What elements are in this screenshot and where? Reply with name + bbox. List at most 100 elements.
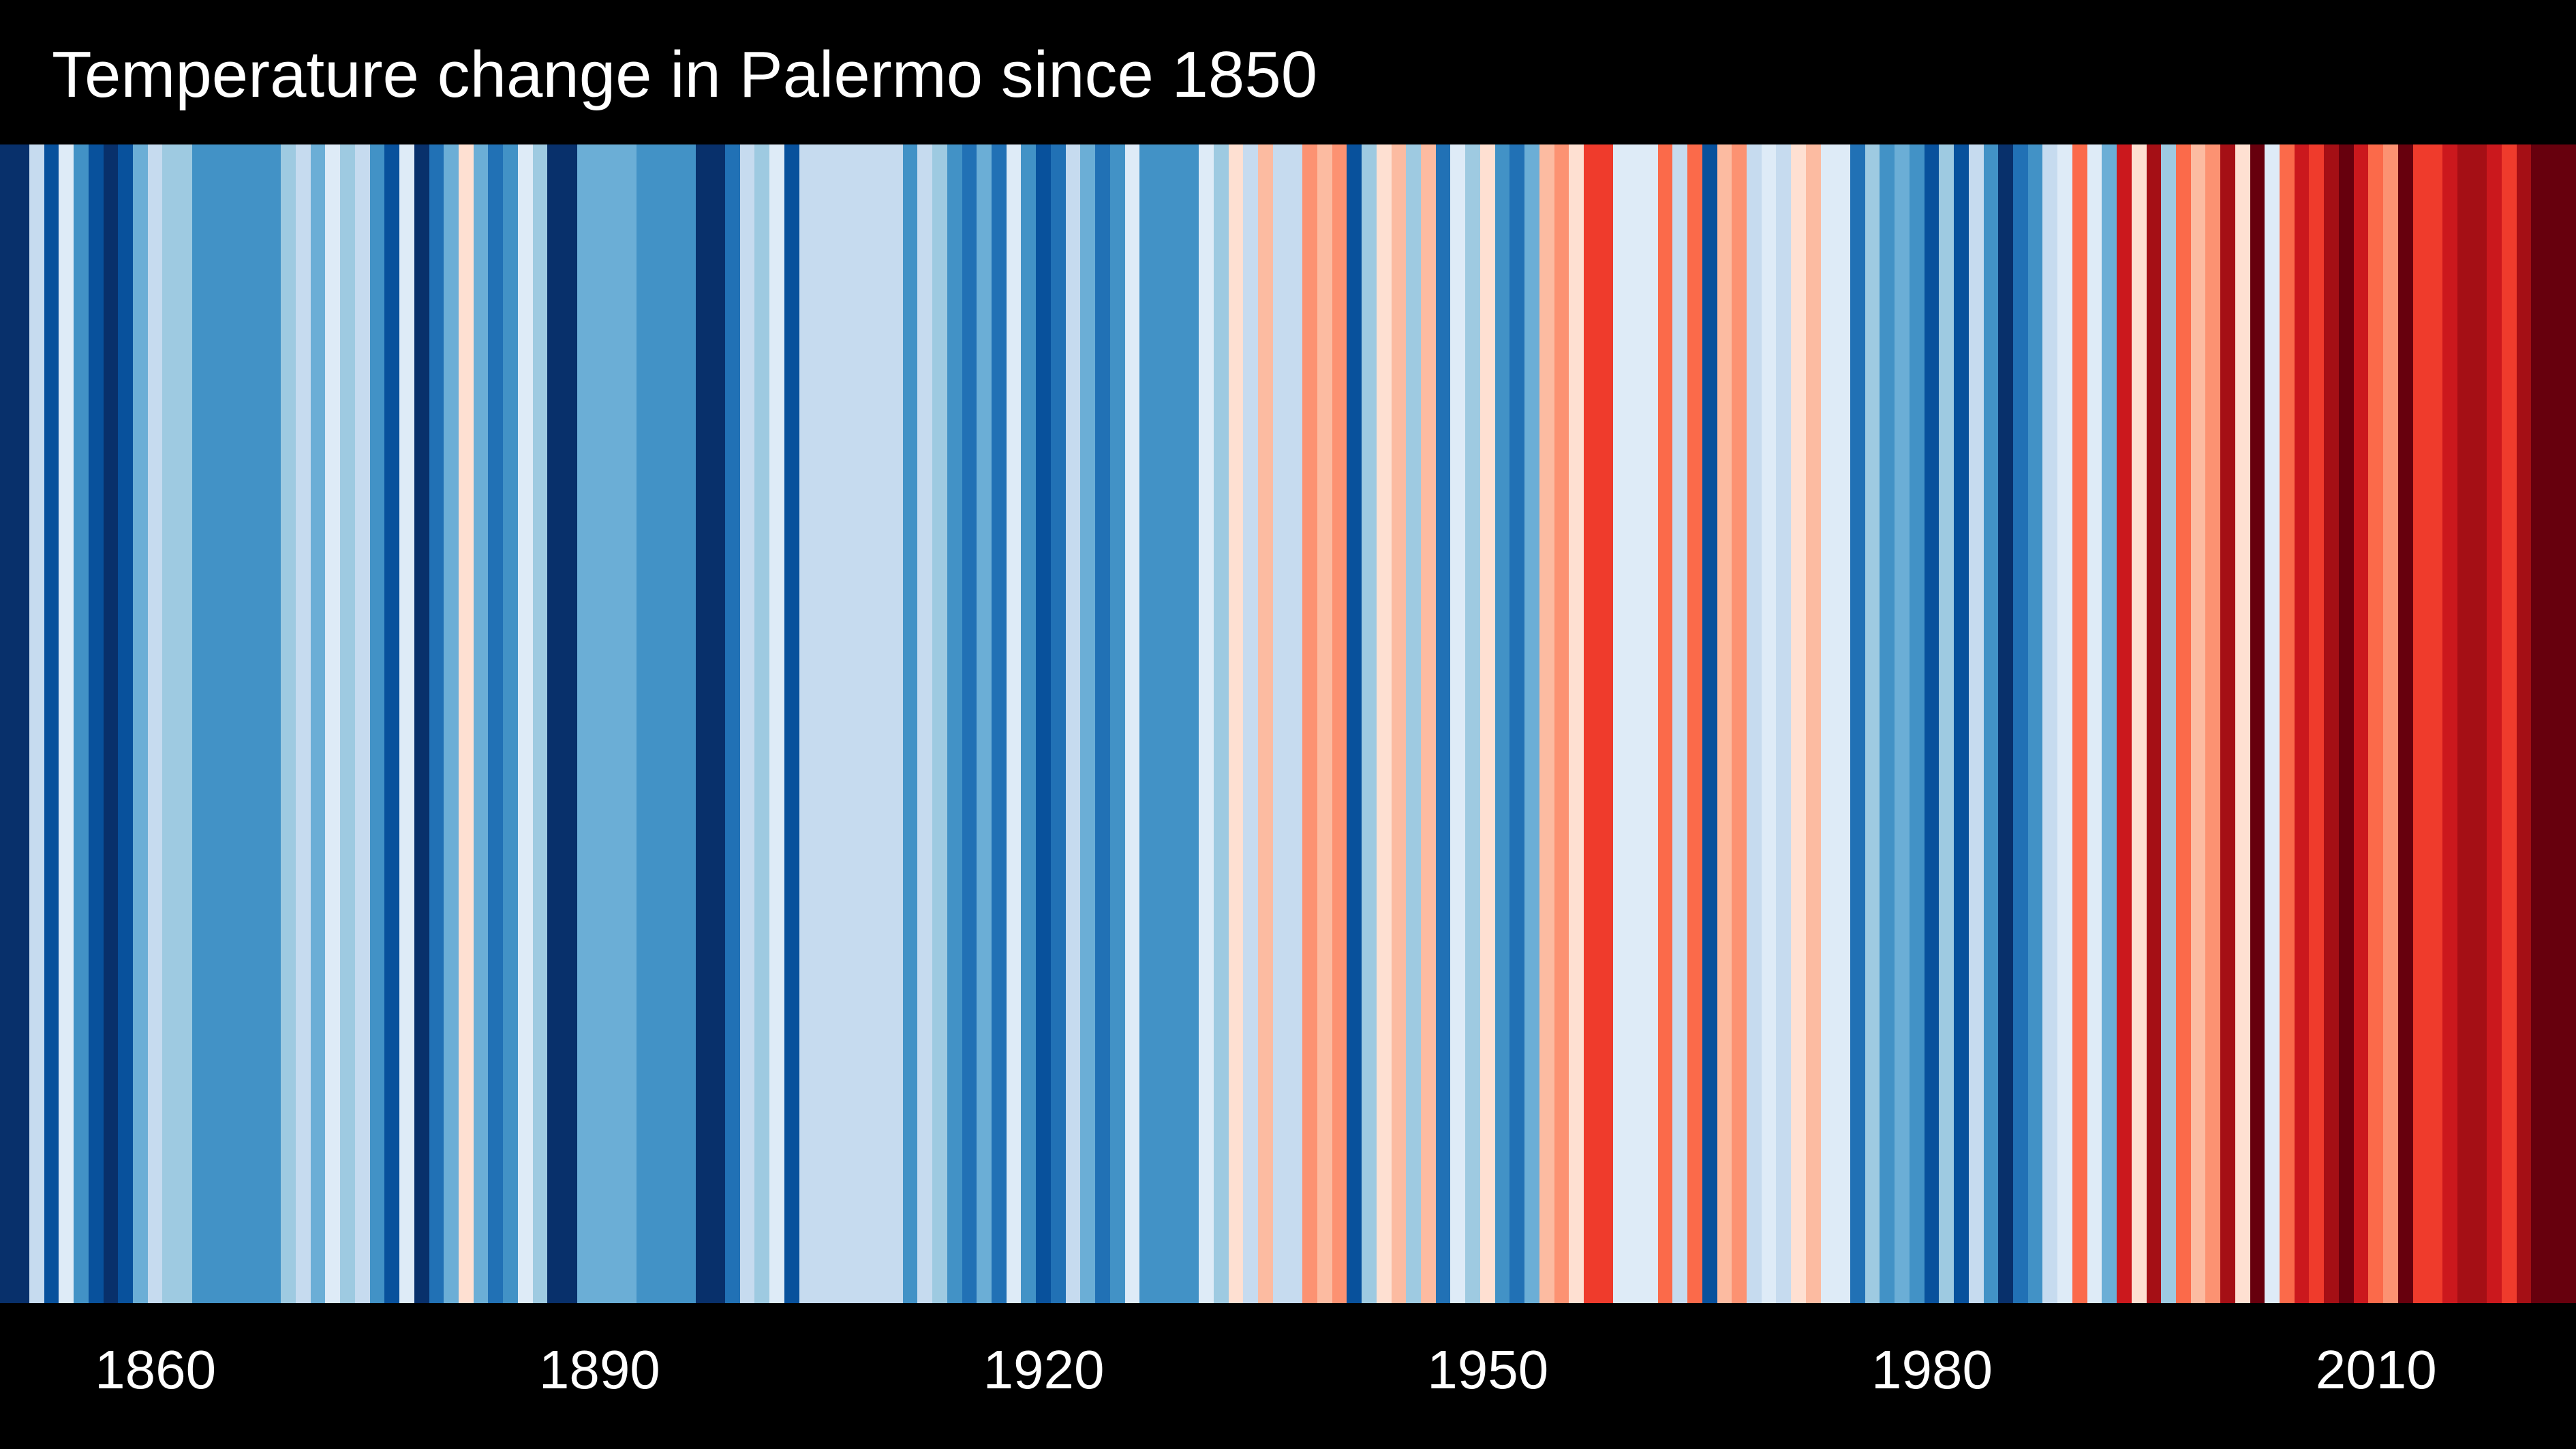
- stripe-1899: [725, 144, 741, 1303]
- stripe-1886: [533, 144, 548, 1303]
- stripe-2014: [2427, 144, 2443, 1303]
- stripe-1862: [177, 144, 193, 1303]
- chart-title: Temperature change in Palermo since 1850: [52, 38, 1318, 111]
- stripe-1915: [962, 144, 977, 1303]
- stripe-1957: [1584, 144, 1599, 1303]
- stripe-1952: [1509, 144, 1525, 1303]
- stripe-2004: [2280, 144, 2295, 1303]
- x-axis: 1860 1890 1920 1950 1980 2010: [0, 1303, 2576, 1449]
- stripe-1941: [1347, 144, 1362, 1303]
- stripe-1970: [1776, 144, 1792, 1303]
- stripe-2023: [2561, 144, 2576, 1303]
- stripe-1920: [1036, 144, 1052, 1303]
- stripe-1937: [1288, 144, 1303, 1303]
- stripe-1969: [1762, 144, 1777, 1303]
- stripe-1852: [29, 144, 45, 1303]
- stripe-1883: [488, 144, 504, 1303]
- stripe-2016: [2457, 144, 2472, 1303]
- stripe-1863: [192, 144, 208, 1303]
- stripe-1938: [1302, 144, 1318, 1303]
- stripe-2007: [2324, 144, 2340, 1303]
- stripe-2006: [2309, 144, 2325, 1303]
- stripe-1917: [992, 144, 1007, 1303]
- stripe-2017: [2472, 144, 2487, 1303]
- stripe-1939: [1317, 144, 1333, 1303]
- stripe-1945: [1406, 144, 1422, 1303]
- stripe-1944: [1392, 144, 1407, 1303]
- stripe-2022: [2546, 144, 2562, 1303]
- stripe-1903: [784, 144, 800, 1303]
- stripe-1900: [740, 144, 755, 1303]
- stripe-1997: [2176, 144, 2192, 1303]
- stripe-1967: [1732, 144, 1747, 1303]
- stripe-1935: [1258, 144, 1274, 1303]
- stripe-1959: [1613, 144, 1629, 1303]
- stripe-1893: [637, 144, 651, 1303]
- stripe-1955: [1554, 144, 1569, 1303]
- stripe-1960: [1628, 144, 1644, 1303]
- stripe-1885: [518, 144, 534, 1303]
- stripe-1858: [118, 144, 134, 1303]
- stripe-1990: [2072, 144, 2088, 1303]
- stripe-1925: [1110, 144, 1126, 1303]
- stripe-1905: [814, 144, 829, 1303]
- x-tick-label: 1860: [95, 1339, 217, 1400]
- stripe-1995: [2147, 144, 2162, 1303]
- stripe-2009: [2354, 144, 2369, 1303]
- stripe-1901: [754, 144, 770, 1303]
- stripe-1910: [888, 144, 904, 1303]
- stripe-1924: [1095, 144, 1111, 1303]
- stripe-1855: [74, 144, 89, 1303]
- stripe-1953: [1524, 144, 1540, 1303]
- stripe-1904: [799, 144, 814, 1303]
- stripe-1890: [592, 144, 607, 1303]
- stripe-2010: [2368, 144, 2384, 1303]
- stripe-1878: [414, 144, 429, 1303]
- stripe-1979: [1910, 144, 1925, 1303]
- stripe-1992: [2102, 144, 2117, 1303]
- stripe-1889: [577, 144, 592, 1303]
- stripe-1853: [44, 144, 59, 1303]
- x-tick-label: 1950: [1427, 1339, 1549, 1400]
- stripe-1875: [370, 144, 385, 1303]
- stripe-1882: [474, 144, 489, 1303]
- stripe-1850: [0, 144, 15, 1303]
- stripe-2003: [2265, 144, 2280, 1303]
- stripe-1943: [1377, 144, 1392, 1303]
- stripe-1887: [547, 144, 563, 1303]
- stripe-1851: [14, 144, 30, 1303]
- stripe-1891: [607, 144, 622, 1303]
- stripe-1984: [1984, 144, 1999, 1303]
- stripe-1906: [829, 144, 844, 1303]
- stripe-1947: [1436, 144, 1451, 1303]
- stripe-1916: [977, 144, 992, 1303]
- stripe-1864: [207, 144, 222, 1303]
- stripe-1865: [221, 144, 237, 1303]
- stripe-1909: [873, 144, 889, 1303]
- x-tick-label: 1920: [983, 1339, 1105, 1400]
- stripe-1928: [1154, 144, 1170, 1303]
- stripe-1933: [1229, 144, 1244, 1303]
- stripe-1942: [1362, 144, 1377, 1303]
- stripe-2011: [2383, 144, 2399, 1303]
- stripe-1898: [710, 144, 726, 1303]
- stripe-1956: [1569, 144, 1584, 1303]
- stripe-1983: [1969, 144, 1984, 1303]
- stripe-1923: [1080, 144, 1096, 1303]
- stripe-1922: [1066, 144, 1081, 1303]
- stripe-1993: [2117, 144, 2132, 1303]
- x-tick-label: 2010: [2315, 1339, 2437, 1400]
- stripe-1913: [932, 144, 948, 1303]
- stripe-1965: [1702, 144, 1717, 1303]
- stripe-1866: [236, 144, 252, 1303]
- stripe-1991: [2087, 144, 2102, 1303]
- stripe-1860: [148, 144, 163, 1303]
- stripe-1874: [355, 144, 371, 1303]
- stripe-1985: [1998, 144, 2014, 1303]
- stripe-1911: [903, 144, 918, 1303]
- stripe-1918: [1007, 144, 1022, 1303]
- stripe-1936: [1273, 144, 1288, 1303]
- stripe-1977: [1880, 144, 1895, 1303]
- stripe-2005: [2295, 144, 2310, 1303]
- title-bar: Temperature change in Palermo since 1850: [0, 0, 2576, 144]
